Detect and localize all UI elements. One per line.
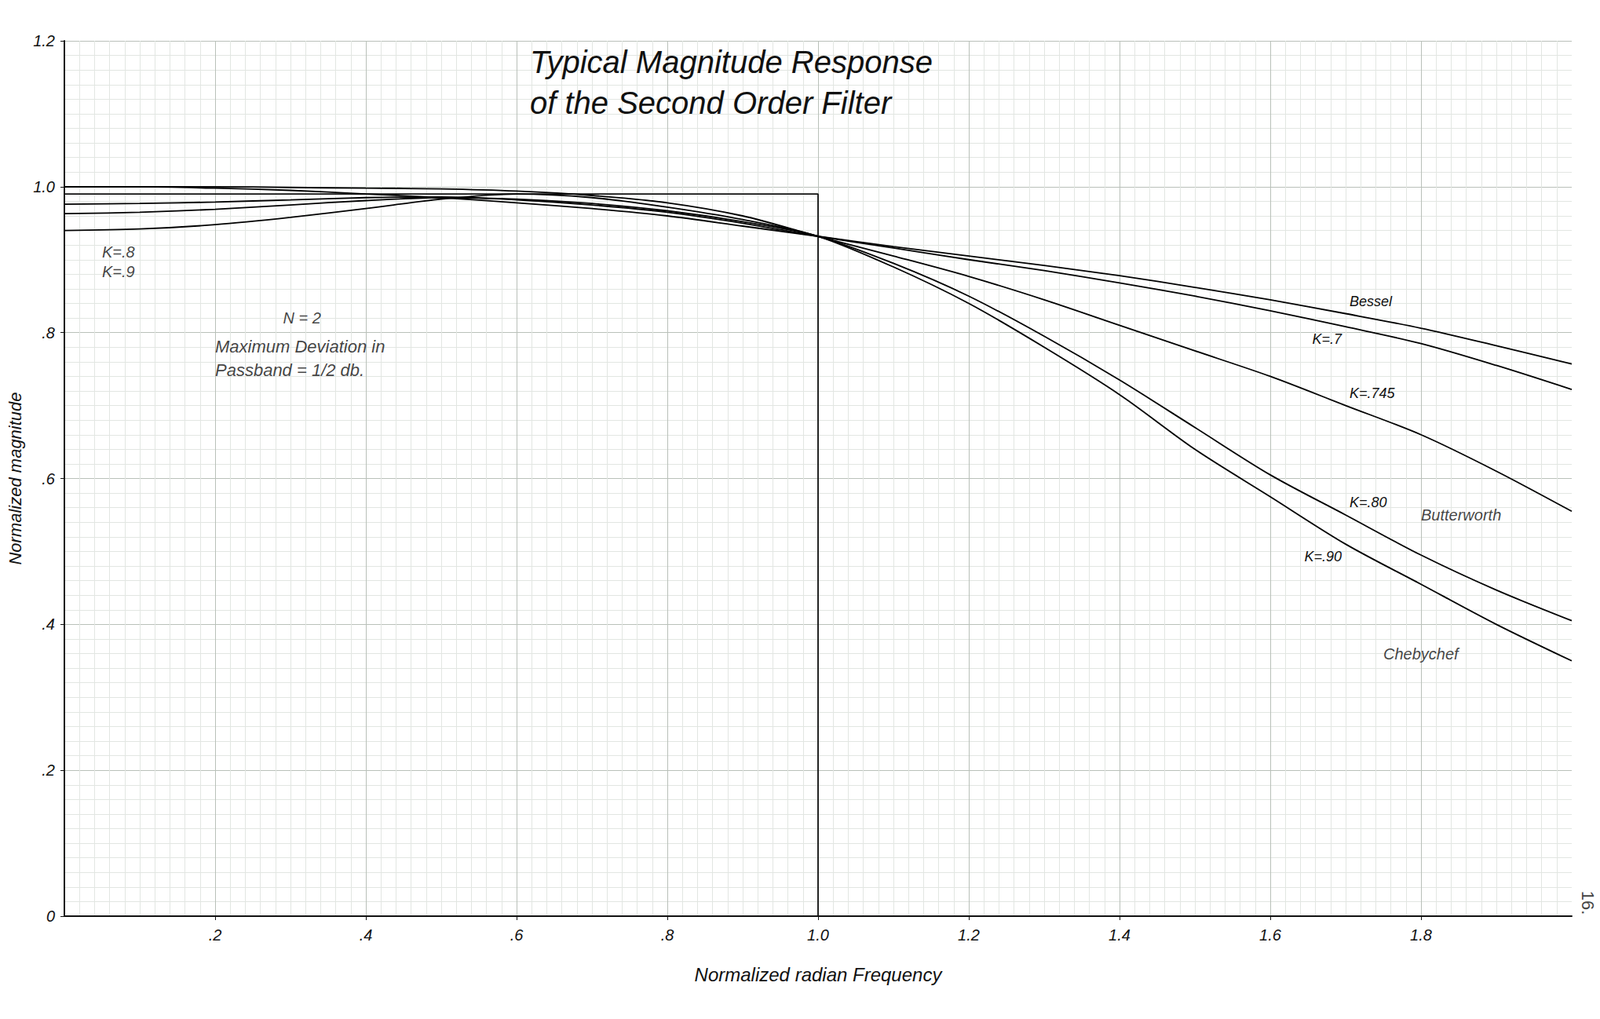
svg-text:.4: .4 [359, 926, 373, 944]
svg-text:.6: .6 [41, 470, 56, 488]
svg-text:1.0: 1.0 [32, 178, 55, 196]
svg-text:K=.80: K=.80 [1349, 494, 1388, 511]
svg-text:Chebychef: Chebychef [1383, 645, 1461, 663]
svg-text:Typical Magnitude Response: Typical Magnitude Response [529, 44, 933, 80]
svg-text:.6: .6 [510, 926, 525, 944]
svg-text:.4: .4 [41, 615, 55, 633]
svg-text:K=.8: K=.8 [102, 243, 136, 261]
svg-text:of the Second Order Filter: of the Second Order Filter [529, 85, 893, 121]
svg-text:Normalized magnitude: Normalized magnitude [5, 391, 26, 565]
svg-text:0: 0 [46, 907, 55, 925]
svg-text:.8: .8 [41, 324, 55, 342]
svg-text:1.8: 1.8 [1410, 926, 1432, 944]
svg-text:1.4: 1.4 [1108, 926, 1131, 944]
svg-text:K=.90: K=.90 [1304, 548, 1342, 565]
svg-text:1.6: 1.6 [1259, 926, 1283, 944]
svg-text:Maximum Deviation in: Maximum Deviation in [215, 336, 385, 357]
svg-text:.2: .2 [208, 926, 223, 944]
svg-text:.8: .8 [661, 926, 675, 944]
svg-text:K=.7: K=.7 [1311, 331, 1343, 348]
svg-text:1.2: 1.2 [957, 926, 980, 944]
svg-text:1.2: 1.2 [32, 32, 55, 50]
svg-text:K=.9: K=.9 [102, 263, 136, 281]
svg-text:1.0: 1.0 [807, 926, 830, 944]
svg-text:N = 2: N = 2 [282, 309, 321, 327]
svg-text:Passband = 1/2 db.: Passband = 1/2 db. [215, 360, 365, 380]
svg-text:Butterworth: Butterworth [1421, 506, 1502, 524]
svg-text:16.: 16. [1578, 891, 1598, 916]
svg-text:.2: .2 [41, 761, 55, 779]
svg-text:K=.745: K=.745 [1349, 385, 1396, 402]
svg-text:Normalized radian Frequency: Normalized radian Frequency [694, 964, 944, 986]
svg-text:Bessel: Bessel [1349, 293, 1393, 310]
